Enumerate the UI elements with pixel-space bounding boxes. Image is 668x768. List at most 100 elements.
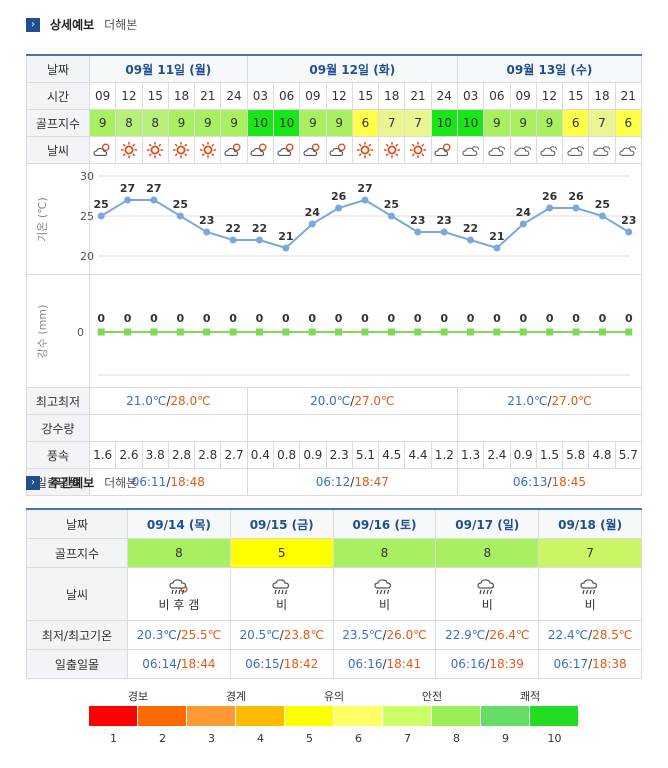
time-cell: 21 [404, 82, 432, 110]
wind-cell: 0.4 [246, 441, 274, 469]
weekly-temp-cell: 22.4℃/28.5℃ [538, 620, 642, 650]
detail-forecast-table: 날짜 09월 11일 (월) 09월 12일 (화) 09월 13일 (수) 시간 09 1… [26, 54, 643, 496]
golf-index-cell: 9 [194, 109, 222, 137]
date-label: 날짜 [26, 54, 90, 83]
sunrise-time: 06:13 [512, 475, 548, 489]
legend-number: 7 [404, 732, 411, 745]
date-header: 09월 13일 (수) [456, 54, 643, 83]
time-cell: 21 [194, 82, 222, 110]
legend-label: 유의 [323, 690, 345, 703]
weekly-sun-row: 일출일몰 06:14/18:44 06:15/18:42 06:16/18:41 06:… [26, 649, 642, 679]
partly-cloudy-icon [303, 143, 320, 156]
legend-number: 5 [306, 732, 313, 745]
weather-text: 비 [481, 597, 493, 612]
time-cell: 09 [509, 82, 537, 110]
min-temp: 23.5℃ [342, 628, 383, 642]
detail-more-link[interactable]: 더해본 [104, 18, 138, 32]
weather-text: 비 [378, 597, 391, 612]
max-temp: 25.5℃ [180, 628, 222, 642]
slash: / [547, 394, 552, 408]
rain-sun-icon [169, 578, 188, 594]
legend-number: 1 [110, 732, 117, 745]
date-header: 09월 12일 (화) [246, 54, 458, 83]
weekly-golf-row: 골프지수 8 5 8 8 7 [26, 538, 642, 568]
weekly-weather-row: 날씨 비 후 갬 비 비 비 비 [26, 567, 642, 621]
sunrise-time: 06:16 [347, 657, 383, 671]
weekly-date-header: 09/18 (월) [538, 508, 642, 539]
legend-label: 경보 [127, 690, 149, 703]
rain-cloud-icon [477, 578, 495, 594]
weather-cell [483, 136, 511, 164]
wind-cell: 5.8 [562, 441, 590, 469]
legend-swatch [236, 706, 285, 726]
weekly-date-header: 09/16 (토) [332, 508, 437, 539]
time-cell: 15 [562, 82, 590, 110]
chevron-right-icon: › [26, 17, 40, 32]
partly-cloudy-icon [277, 143, 294, 156]
weekly-sun-cell: 06:15/18:42 [229, 649, 334, 679]
sun-icon [147, 141, 164, 159]
weekly-more-link[interactable]: 더해본 [104, 476, 138, 490]
precip-row: 강수량 [26, 414, 643, 442]
slash: / [382, 657, 387, 671]
min-temp: 20.3℃ [136, 628, 177, 642]
sunset-time: 18:47 [354, 475, 389, 489]
legend-swatch [187, 706, 236, 726]
weather-cell [220, 136, 248, 164]
weekly-forecast-table: 날짜 09/14 (목) 09/15 (금) 09/16 (토) 09/17 (일) 09… [26, 508, 642, 679]
sun-icon [383, 141, 400, 159]
time-cell: 12 [535, 82, 564, 110]
legend-label: 경계 [225, 690, 247, 703]
sunset-time: 18:42 [283, 657, 319, 671]
weather-row: 날씨 [26, 136, 643, 164]
wind-cell: 0.8 [272, 441, 301, 469]
weather-cell [194, 136, 222, 164]
weather-cell [535, 136, 564, 164]
legend-swatch [530, 706, 579, 726]
legend-number: 10 [547, 732, 562, 745]
slash: / [588, 628, 593, 642]
sun-icon [173, 141, 190, 159]
weekly-golf-cell: 8 [435, 538, 540, 568]
weekly-weather-cell: 비 [332, 567, 437, 621]
min-temp: 20.5℃ [239, 628, 280, 642]
min-temp: 21.0℃ [126, 394, 167, 408]
wind-cell: 1.6 [88, 441, 117, 469]
golf-index-cell: 9 [88, 109, 117, 137]
slash: / [166, 475, 171, 489]
cloudy-icon [540, 146, 558, 156]
weather-cell [351, 136, 380, 164]
partly-cloudy-icon [250, 143, 267, 156]
weekly-weather-label: 날씨 [26, 567, 128, 621]
time-cell: 18 [167, 82, 196, 110]
weather-cell [509, 136, 537, 164]
sunset-time: 18:41 [386, 657, 422, 671]
weekly-section-header: › 주간예보 더해본 [26, 474, 137, 491]
partly-cloudy-icon [224, 143, 241, 156]
weather-cell [272, 136, 301, 164]
minmax-cell: 21.0℃/27.0℃ [456, 387, 643, 415]
precip-cell [89, 414, 248, 442]
weekly-sun-label: 일출일몰 [26, 649, 128, 679]
weekly-golf-cell: 8 [332, 538, 437, 568]
legend-swatch [285, 706, 334, 726]
weekly-sun-cell: 06:14/18:44 [127, 649, 231, 679]
weekly-temp-cell: 22.9℃/26.4℃ [435, 620, 540, 650]
wind-cell: 1.2 [430, 441, 458, 469]
max-temp: 27.0℃ [551, 394, 592, 408]
weather-cell [562, 136, 590, 164]
wind-cell: 5.7 [614, 441, 643, 469]
time-row: 시간 09 12 15 18 21 24 03 06 09 12 15 18 21 24 03 06 09 12 15… [26, 82, 643, 110]
legend-number: 6 [355, 732, 362, 745]
cloudy-icon [593, 146, 611, 156]
sunset-time: 18:48 [170, 475, 205, 489]
precip-label: 강수량 [26, 414, 90, 442]
rain-chart-row [26, 274, 642, 388]
rain-chart-label-cell [26, 274, 90, 388]
legend-swatch [481, 706, 530, 726]
sunrise-time: 06:11 [131, 475, 167, 489]
wind-cell: 2.8 [167, 441, 196, 469]
precip-cell [246, 414, 458, 442]
wind-row: 풍속 1.6 2.6 3.8 2.8 2.8 2.7 0.4 0.8 0.9 2.3 5.1 4.5 4.… [26, 441, 643, 469]
golf-index-cell: 6 [614, 109, 643, 137]
